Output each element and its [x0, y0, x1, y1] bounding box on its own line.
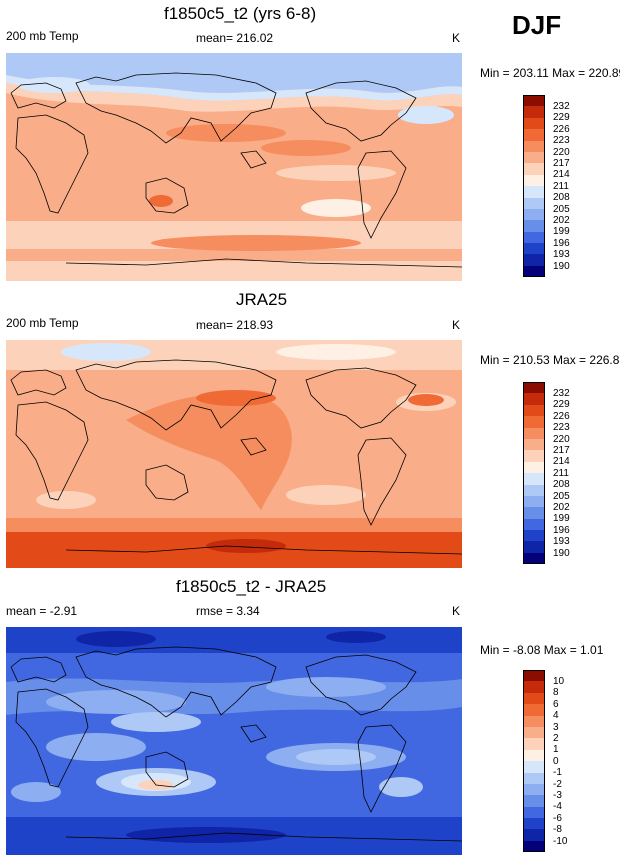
colorbar-tick: 202 — [553, 502, 570, 513]
colorbar-tick: 205 — [553, 203, 570, 215]
colorbar-tick: 220 — [553, 433, 570, 445]
contour-map — [6, 53, 462, 281]
colorbar-tick: 10 — [553, 676, 565, 687]
colorbar-tick: -2 — [553, 778, 562, 790]
contour-map — [6, 627, 462, 855]
colorbar-tick: 223 — [553, 422, 570, 434]
panel-left-label: 200 mb Temp — [6, 29, 79, 43]
colorbar-tick: 190 — [553, 547, 570, 559]
colorbar-tick: 211 — [553, 180, 569, 192]
colorbar-tick: 226 — [553, 410, 570, 422]
colorbar — [523, 95, 545, 278]
panel-mean-label: mean = -2.91 — [6, 604, 78, 618]
colorbar-tick: 229 — [553, 112, 570, 124]
colorbar-tick: -3 — [553, 790, 562, 801]
panel-minmax-label: Min = 203.11 Max = 220.89 — [480, 66, 620, 80]
colorbar-tick: 196 — [553, 524, 570, 536]
colorbar-tick: 232 — [553, 388, 570, 399]
colorbar-tick: 193 — [553, 249, 570, 261]
colorbar-tick: 220 — [553, 146, 570, 158]
colorbar-tick: 193 — [553, 536, 570, 548]
colorbar-tick: -10 — [553, 835, 568, 847]
colorbar-tick: 226 — [553, 123, 570, 135]
panel-units-label: K — [452, 604, 461, 618]
colorbar-tick: 208 — [553, 192, 570, 204]
colorbar-tick: 0 — [553, 755, 559, 767]
colorbar-tick: 211 — [553, 467, 569, 479]
colorbar-tick: 217 — [553, 445, 570, 456]
panel-title: f1850c5_t2 (yrs 6-8) — [164, 4, 317, 23]
panel-minmax-label: Min = -8.08 Max = 1.01 — [480, 643, 604, 657]
panel-title: f1850c5_t2 - JRA25 — [176, 577, 327, 596]
panel-mean-label: mean= 216.02 — [196, 31, 274, 45]
colorbar-tick: 205 — [553, 490, 570, 502]
colorbar-tick: 202 — [553, 215, 570, 226]
colorbar-tick: 208 — [553, 479, 570, 491]
colorbar-tick: 214 — [553, 456, 570, 468]
colorbar-tick: 223 — [553, 135, 570, 147]
colorbar-tick: 214 — [553, 169, 570, 181]
colorbar-tick: 2 — [553, 733, 559, 744]
colorbar-tick: 199 — [553, 513, 570, 525]
season-label: DJF — [512, 10, 562, 40]
colorbar-tick: 4 — [553, 710, 559, 722]
panel-rmse-label: rmse = 3.34 — [196, 604, 260, 618]
colorbar-tick: -1 — [553, 767, 562, 779]
panel-title: JRA25 — [236, 290, 288, 309]
colorbar-tick: 232 — [553, 101, 570, 112]
panel-units-label: K — [452, 318, 461, 332]
colorbar-tick: 3 — [553, 721, 559, 733]
colorbar-tick: 217 — [553, 158, 570, 169]
colorbar-tick: 8 — [553, 687, 559, 699]
colorbar-tick: 229 — [553, 399, 570, 411]
panel-minmax-label: Min = 210.53 Max = 226.88 — [480, 353, 620, 367]
panel-mean-label: mean= 218.93 — [196, 318, 274, 332]
colorbar-tick: 199 — [553, 226, 570, 238]
colorbar-tick: -4 — [553, 801, 562, 813]
colorbar-tick: -6 — [553, 812, 562, 824]
colorbar — [523, 670, 545, 853]
colorbar-tick: 1 — [553, 744, 559, 756]
colorbar-tick: 6 — [553, 698, 559, 710]
colorbar-tick: -8 — [553, 824, 562, 836]
panel-units-label: K — [452, 31, 461, 45]
colorbar-tick: 190 — [553, 260, 570, 272]
contour-map — [6, 340, 462, 568]
panel-left-label: 200 mb Temp — [6, 316, 79, 330]
colorbar — [523, 382, 545, 565]
colorbar-tick: 196 — [553, 237, 570, 249]
